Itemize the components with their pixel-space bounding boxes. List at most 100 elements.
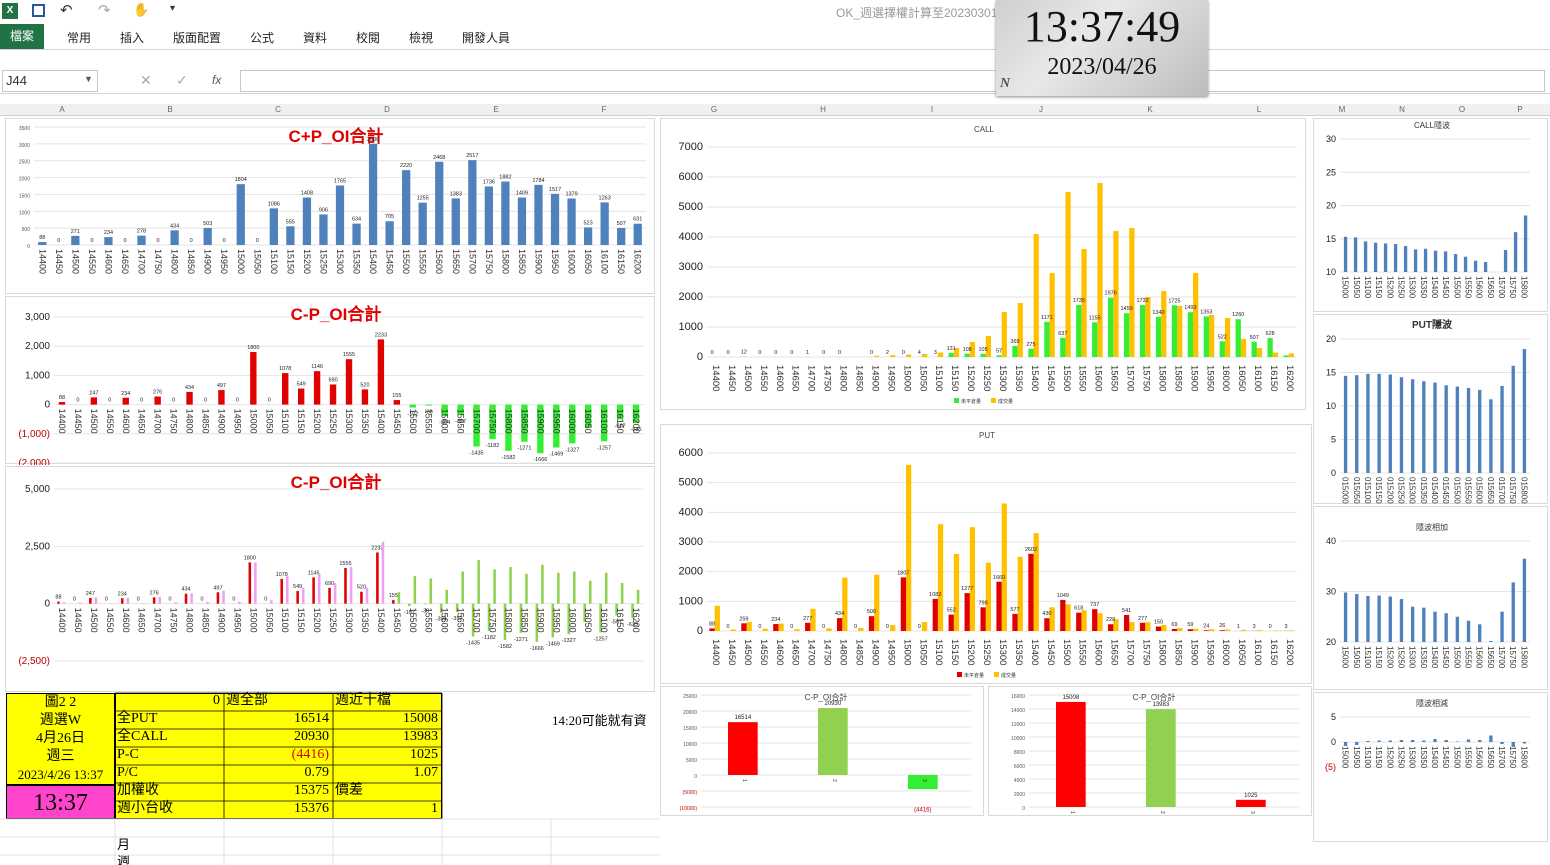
bar-volume bbox=[1272, 630, 1279, 631]
name-box-dropdown-icon[interactable]: ▼ bbox=[84, 74, 93, 84]
x-tick-label: 15550 bbox=[418, 249, 428, 274]
x-tick-label: 16100 bbox=[599, 608, 609, 633]
chart-near-oi[interactable]: 0 2000 4000 6000 8000 10000 12000 14000 16000 C-P… bbox=[988, 686, 1312, 816]
tab-review[interactable]: 校閱 bbox=[356, 31, 381, 45]
x-tick-label: 15700 bbox=[1497, 276, 1506, 299]
tab-developer[interactable]: 開發人員 bbox=[462, 31, 511, 45]
y-tick-label: 3000 bbox=[19, 143, 30, 149]
enter-icon[interactable]: ✓ bbox=[176, 72, 188, 88]
formula-input[interactable] bbox=[240, 70, 1545, 92]
x-tick-label: 14900 bbox=[203, 249, 213, 274]
y-tick-label: 2000 bbox=[679, 291, 703, 303]
chart-iv-diff[interactable]: (5) 0 5 隱波相減 15000 15050 15100 15150 15200 15250 1… bbox=[1313, 692, 1548, 842]
x-tick-label: 015450 bbox=[1441, 477, 1450, 504]
x-tick-label: 15200 bbox=[965, 639, 976, 665]
col-h[interactable]: H bbox=[820, 105, 826, 114]
x-tick-label: 15600 bbox=[440, 409, 450, 434]
col-k[interactable]: K bbox=[1147, 105, 1153, 114]
tab-file[interactable]: 檔案 bbox=[0, 24, 44, 49]
data-label: -635 bbox=[627, 622, 638, 628]
tab-home[interactable]: 常用 bbox=[67, 31, 92, 45]
col-p[interactable]: P bbox=[1517, 105, 1523, 114]
data-label: 1 bbox=[1237, 624, 1240, 630]
x-tick-label: 14400 bbox=[37, 249, 47, 274]
col-a[interactable]: A bbox=[59, 105, 65, 114]
x-tick-label: 15250 bbox=[328, 608, 338, 633]
col-d[interactable]: D bbox=[384, 105, 390, 114]
bar-oi bbox=[932, 598, 938, 631]
x-tick-label: 15300 bbox=[344, 409, 354, 434]
col-g[interactable]: G bbox=[710, 105, 718, 114]
x-tick-label: 16150 bbox=[1268, 639, 1279, 665]
note-cell[interactable]: 14:20可能就有資 bbox=[552, 713, 647, 728]
col-e[interactable]: E bbox=[493, 105, 499, 114]
cell-week[interactable]: 週 bbox=[117, 853, 131, 865]
x-tick-label: 14700 bbox=[153, 409, 163, 434]
chart-call-iv[interactable]: 10 15 20 25 30 CALL隱波 15000 15050 15100 15150 1520… bbox=[1313, 118, 1548, 312]
table-gridlines bbox=[0, 692, 660, 865]
col-c[interactable]: C bbox=[275, 105, 281, 114]
customize-qat-icon[interactable]: ▾ bbox=[170, 3, 176, 14]
redo-icon[interactable]: ↷ bbox=[98, 2, 111, 19]
tab-page-layout[interactable]: 版面配置 bbox=[173, 31, 222, 45]
col-o[interactable]: O bbox=[1458, 105, 1466, 114]
chart-c-plus-p-oi[interactable]: 0 500 1000 1500 2000 2500 3000 3500 C+P_OI合計 88 0 2… bbox=[5, 118, 655, 294]
bar bbox=[1513, 232, 1518, 272]
bar bbox=[1433, 382, 1437, 473]
bar-volume bbox=[1145, 622, 1151, 631]
excel-icon[interactable]: X bbox=[2, 3, 18, 19]
bar-oi bbox=[1155, 626, 1162, 631]
bar-volume bbox=[1193, 628, 1199, 631]
chart-put-iv[interactable]: 0 5 10 15 20 PUT隱波 015000 015050 015100 015150 015… bbox=[1313, 314, 1548, 504]
tab-data[interactable]: 資料 bbox=[303, 31, 328, 45]
x-tick-label: 15000 bbox=[248, 608, 258, 633]
cell-month[interactable]: 月 bbox=[117, 837, 131, 852]
col-b[interactable]: B bbox=[167, 105, 173, 114]
bar-volume bbox=[1177, 306, 1183, 357]
data-label: 0 bbox=[200, 597, 203, 603]
bar-volume bbox=[1033, 533, 1039, 631]
touch-mode-icon[interactable]: ✋ bbox=[133, 2, 150, 17]
name-box[interactable]: J44 bbox=[2, 70, 98, 92]
x-tick-label: 14500 bbox=[89, 608, 99, 633]
col-m[interactable]: M bbox=[1338, 105, 1346, 114]
x-tick-label: 16150 bbox=[615, 409, 625, 434]
chart-c-minus-p-oi-2[interactable]: (2,500) 0 2,500 5,000 C-P_OI合計 88 0 247 0 234 0 276… bbox=[5, 466, 655, 692]
tab-insert[interactable]: 插入 bbox=[120, 31, 145, 45]
chart-c-minus-p-oi[interactable]: (2,000) (1,000) 0 1,000 2,000 3,000 C-P_OI合計 88… bbox=[5, 296, 655, 469]
x-tick-label: 14400 bbox=[710, 639, 721, 665]
data-label: 631 bbox=[633, 217, 642, 223]
x-tick-label: 15050 bbox=[264, 608, 274, 633]
save-icon[interactable] bbox=[32, 4, 45, 17]
tab-formulas[interactable]: 公式 bbox=[250, 31, 275, 45]
y-tick-label: 0 bbox=[1331, 737, 1336, 747]
bar bbox=[1146, 709, 1176, 807]
x-tick-label: 15000 bbox=[1341, 276, 1350, 299]
y-tick-label: (10000) bbox=[680, 806, 698, 812]
data-label: 0 bbox=[140, 398, 143, 404]
undo-icon[interactable]: ↶ bbox=[60, 2, 73, 19]
cancel-icon[interactable]: ✕ bbox=[140, 72, 152, 88]
x-tick-label: 14800 bbox=[185, 608, 195, 633]
x-tick-label: 15350 bbox=[1419, 746, 1428, 769]
col-f[interactable]: F bbox=[601, 105, 607, 114]
chart-total-oi[interactable]: (10000) (5000) 0 5000 10000 15000 20000 25000 C-… bbox=[660, 686, 984, 816]
x-tick-label: 15150 bbox=[949, 365, 960, 391]
col-i[interactable]: I bbox=[930, 105, 934, 114]
col-l[interactable]: L bbox=[1256, 105, 1262, 114]
fx-icon[interactable]: fx bbox=[212, 73, 222, 87]
col-n[interactable]: N bbox=[1399, 105, 1405, 114]
tab-view[interactable]: 檢視 bbox=[409, 31, 434, 45]
data-label: -1327 bbox=[562, 638, 576, 644]
chart-iv-sum[interactable]: 20 30 40 隱波相加 15000 15050 15100 15150 15200 15250… bbox=[1313, 506, 1548, 690]
x-tick-label: 015250 bbox=[1396, 477, 1405, 504]
data-label: -1271 bbox=[517, 446, 531, 452]
data-label: 0 bbox=[256, 238, 259, 244]
chart-call[interactable]: 0 1000 2000 3000 4000 5000 6000 7000 CALL 0 0 12 0 0 0… bbox=[660, 118, 1306, 410]
summary-left-block[interactable] bbox=[6, 693, 115, 785]
bar bbox=[385, 221, 394, 245]
data-label: 247 bbox=[86, 591, 95, 597]
chart-put[interactable]: 0 1000 2000 3000 4000 5000 6000 PUT 88 0 259 0 234 0 2… bbox=[660, 424, 1312, 684]
col-j[interactable]: J bbox=[1039, 105, 1043, 114]
quick-access-toolbar: X ↶ ↷ ✋ ▾ OK_週選擇權計算至20230301 bbox=[0, 0, 1550, 24]
